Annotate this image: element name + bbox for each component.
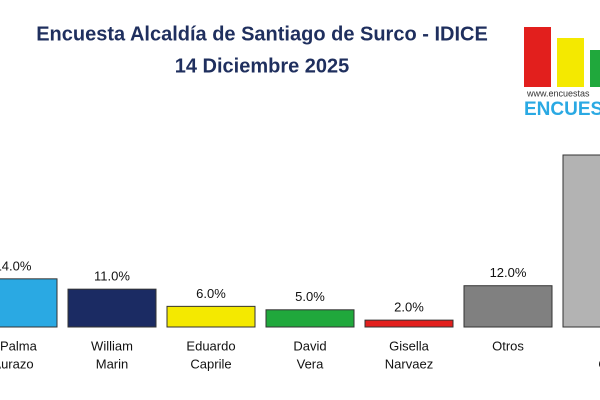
- value-label: 2.0%: [394, 300, 424, 315]
- category-label: Gisella: [389, 338, 430, 353]
- logo: www.encuestas ENCUES: [524, 27, 600, 120]
- value-label: 14.0%: [0, 258, 32, 273]
- bar: [364, 319, 454, 328]
- category-label: David: [293, 338, 326, 353]
- bar: [463, 285, 553, 328]
- bar: [562, 154, 600, 328]
- value-label: 11.0%: [94, 269, 130, 284]
- logo-bar: [557, 38, 584, 87]
- category-label: Aurazo: [0, 356, 34, 371]
- logo-text: ENCUES: [524, 99, 600, 120]
- value-label: 12.0%: [490, 265, 527, 280]
- logo-bar: [590, 50, 600, 87]
- category-label: Marin: [96, 356, 129, 371]
- bar: [0, 278, 58, 328]
- category-label: Eduardo: [186, 338, 235, 353]
- bar: [67, 288, 157, 328]
- category-label: William: [91, 338, 133, 353]
- category-label: n Palma: [0, 338, 38, 353]
- chart-subtitle: 14 Diciembre 2025: [175, 55, 350, 77]
- value-label: 6.0%: [196, 286, 226, 301]
- category-label: Narvaez: [385, 356, 433, 371]
- bar: [265, 309, 355, 328]
- category-label: Caprile: [190, 356, 231, 371]
- bar: [166, 305, 256, 328]
- chart-title: Encuesta Alcaldía de Santiago de Surco -…: [36, 23, 488, 45]
- category-label: Vera: [297, 356, 325, 371]
- category-label: Otros: [492, 338, 524, 353]
- logo-url: www.encuestas: [526, 88, 590, 98]
- category-label: Op: [598, 356, 600, 371]
- value-label: 5.0%: [295, 289, 325, 304]
- logo-bar: [524, 27, 551, 87]
